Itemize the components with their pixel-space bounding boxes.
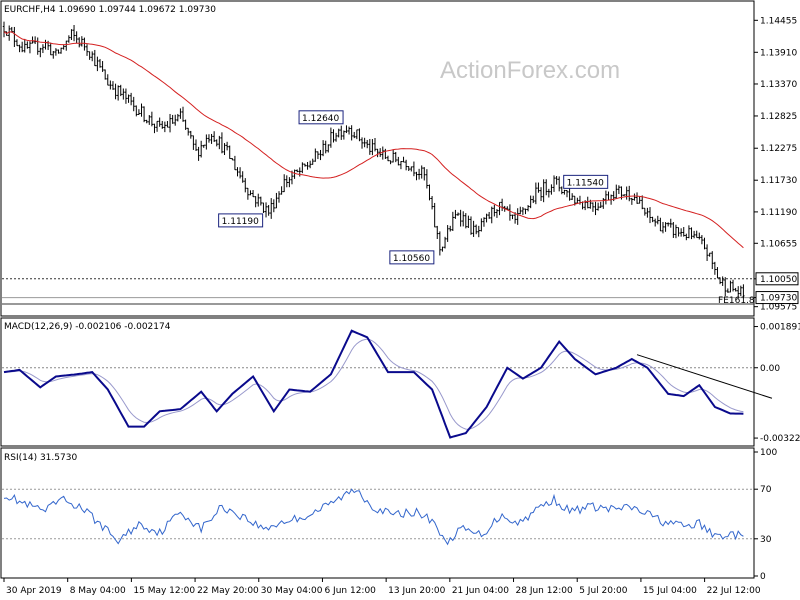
x-tick-label: 28 Jun 12:00 <box>516 586 573 596</box>
price-tick-label: 1.12825 <box>760 112 797 122</box>
x-tick-label: 5 Jul 20:00 <box>579 586 628 596</box>
macd-panel-frame <box>0 317 755 447</box>
macd-tick-label: 0.001891 <box>760 323 800 333</box>
price-annotation-label: 1.12640 <box>302 114 339 124</box>
x-tick-label: 6 Jun 12:00 <box>324 586 376 596</box>
rsi-panel-frame <box>0 447 755 579</box>
x-tick-label: 30 May 04:00 <box>261 586 323 596</box>
x-tick-label: 21 Jun 04:00 <box>452 586 509 596</box>
price-tick-label: 1.10655 <box>760 239 797 249</box>
price-y-axis: 1.14455 1.13910 1.13370 1.12825 1.12275 1.117… <box>754 16 799 313</box>
rsi-line <box>3 488 744 546</box>
price-level-lines <box>2 278 754 305</box>
price-panel-frame <box>0 0 755 317</box>
macd-y-axis: 0.001891 0.00 -0.003228 <box>754 323 800 444</box>
rsi-tick-label: 30 <box>760 535 772 545</box>
price-tick-label: 1.12275 <box>760 144 797 154</box>
price-annotation-box <box>389 250 435 265</box>
x-tick-label: 13 Jun 20:00 <box>388 586 445 596</box>
price-annotation-box <box>298 110 344 125</box>
fe-level-label: FE161.8 <box>718 296 755 306</box>
price-annotation-box <box>563 174 609 189</box>
rsi-y-axis: 100 70 30 0 <box>754 448 777 582</box>
price-annotation-box <box>218 213 264 228</box>
price-label-box <box>755 272 799 286</box>
x-tick-label: 22 May 20:00 <box>197 586 259 596</box>
price-tick-label: 1.09730 <box>760 294 797 304</box>
x-tick-label: 30 Apr 2019 <box>6 586 62 596</box>
price-tick-label: 1.09575 <box>760 303 797 313</box>
rsi-tick-label: 70 <box>760 485 772 495</box>
moving-average-line <box>3 31 744 249</box>
x-axis: 30 Apr 2019 8 May 04:00 15 May 12:00 22 May… <box>3 578 761 596</box>
price-label-box <box>755 291 799 305</box>
price-annotation-label: 1.10560 <box>393 254 430 264</box>
rsi-panel-title: RSI(14) 31.5730 <box>4 453 77 463</box>
macd-panel-title: MACD(12,26,9) -0.002106 -0.002174 <box>4 322 171 332</box>
price-panel-title: EURCHF,H4 1.09690 1.09744 1.09672 1.0973… <box>4 5 216 15</box>
x-tick-label: 22 Jul 12:00 <box>707 586 761 596</box>
watermark: ActionForex.com <box>440 57 620 84</box>
x-tick-label: 8 May 04:00 <box>70 586 126 596</box>
price-tick-label: 1.11730 <box>760 176 797 186</box>
macd-signal-line <box>3 338 744 430</box>
price-annotation-label: 1.11540 <box>567 178 604 188</box>
macd-tick-label: 0.00 <box>760 364 780 374</box>
price-tick-label: 1.11190 <box>760 208 797 218</box>
candlestick-series <box>2 21 745 299</box>
macd-trendline <box>636 354 773 399</box>
price-annotation-label: 1.11190 <box>222 217 259 227</box>
rsi-tick-label: 0 <box>760 572 766 582</box>
x-tick-label: 15 Jul 04:00 <box>643 586 697 596</box>
rsi-tick-label: 100 <box>760 448 777 458</box>
x-tick-label: 15 May 12:00 <box>133 586 195 596</box>
price-tick-label: 1.13910 <box>760 48 797 58</box>
macd-line <box>3 329 744 439</box>
price-tick-label: 1.10050 <box>760 275 797 285</box>
price-tick-label: 1.14455 <box>760 16 797 26</box>
price-annotations: 1.12640 1.11190 1.10560 1.11540 FE161.8 <box>218 110 755 306</box>
price-tick-label: 1.13370 <box>760 80 797 90</box>
macd-tick-label: -0.003228 <box>760 434 800 444</box>
